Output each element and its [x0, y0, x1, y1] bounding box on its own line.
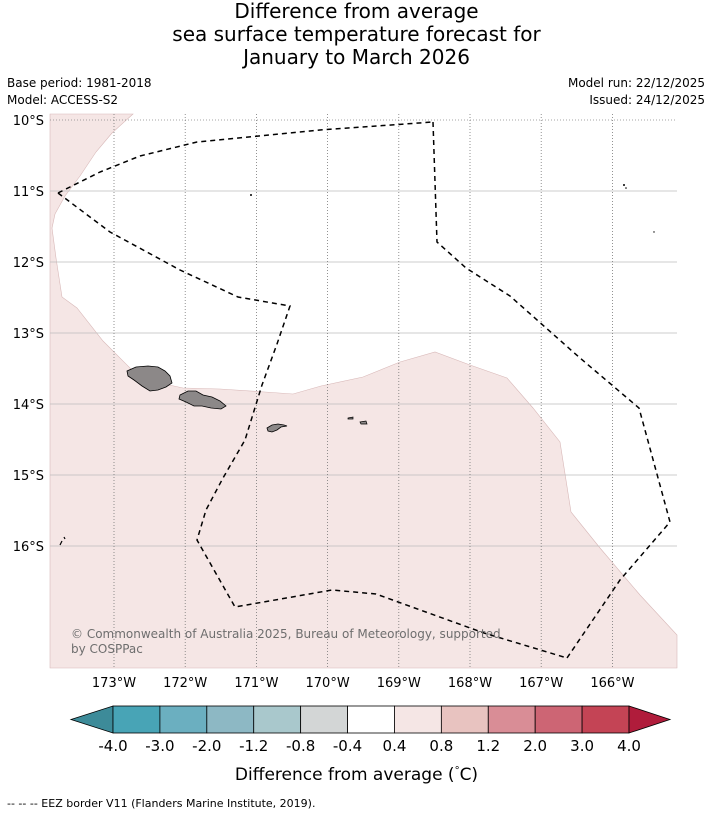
meta-left: Base period: 1981-2018 Model: ACCESS-S2 [7, 75, 152, 109]
colorbar-segment [440, 705, 489, 734]
colorbar-tick-label: 3.0 [570, 737, 595, 755]
anomaly-region-0-4-to-0-8 [49, 113, 678, 669]
model-run: Model run: 22/12/2025 [567, 76, 705, 90]
longitude-tick-label: 169°W [377, 676, 421, 691]
islet-ne-a [623, 184, 625, 186]
islet-e [653, 231, 655, 233]
tau-islet [359, 420, 368, 425]
colorbar-tick-label: -0.4 [332, 737, 363, 755]
colorbar-segment [534, 705, 583, 734]
colorbar [69, 705, 672, 734]
colorbar-tick-labels: -4.0 -3.0 -2.0 -1.2 -0.8 -0.4 0.4 0.8 1.2 2.0 3.0 4… [0, 737, 713, 757]
colorbar-tick-label: 1.2 [476, 737, 501, 755]
latitude-tick-label: 16°S [13, 540, 44, 555]
latitude-tick-label: 15°S [13, 469, 44, 484]
colorbar-extend-high [628, 705, 672, 734]
latitude-tick-label: 14°S [13, 398, 44, 413]
longitude-tick-label: 173°W [92, 676, 136, 691]
colorbar-tick-label: 0.8 [429, 737, 454, 755]
colorbar-tick-label: -0.8 [285, 737, 316, 755]
title-line-3: January to March 2026 [243, 45, 470, 69]
swains-islet [250, 194, 252, 196]
islet-sw [59, 536, 66, 546]
longitude-tick-label: 172°W [163, 676, 207, 691]
base-period: Base period: 1981-2018 [7, 76, 152, 90]
colorbar-segment [347, 705, 395, 734]
longitude-tick-label: 167°W [519, 676, 563, 691]
islet-ne-b [625, 187, 627, 189]
longitude-tick-label: 170°W [306, 676, 350, 691]
issued-date: Issued: 24/12/2025 [589, 93, 705, 107]
savaii-island [126, 365, 173, 392]
colorbar-title: Difference from average (°C) [0, 765, 713, 785]
colorbar-segment [487, 705, 536, 734]
colorbar-segment [394, 705, 442, 734]
degree-symbol: ° [454, 765, 460, 777]
model-name: Model: ACCESS-S2 [7, 93, 119, 107]
colorbar-tick-label: 2.0 [523, 737, 548, 755]
latitude-tick-label: 11°S [13, 185, 44, 200]
latitude-tick-label: 10°S [13, 114, 44, 129]
colorbar-title-unit: C) [459, 765, 479, 785]
title-line-1: Difference from average [234, 0, 479, 23]
graticule [50, 114, 677, 668]
title-line-2: sea surface temperature forecast for [172, 22, 541, 46]
latitude-tick-label: 12°S [13, 256, 44, 271]
meta-right: Model run: 22/12/2025 Issued: 24/12/2025 [568, 75, 705, 109]
colorbar-tick-label: -4.0 [98, 737, 128, 755]
copyright-line-2: by COSPPac [71, 642, 143, 656]
copyright-line-1: © Commonwealth of Australia 2025, Bureau… [71, 627, 501, 641]
map-title: Difference from average sea surface temp… [0, 0, 713, 69]
colorbar-segment [300, 705, 348, 734]
colorbar-tick-label: 0.4 [382, 737, 407, 755]
eez-border-american-samoa-west [57, 192, 568, 659]
longitude-tick-label: 171°W [234, 676, 278, 691]
colorbar-tick-label: 4.0 [617, 737, 641, 755]
colorbar-tick-label: -3.0 [145, 737, 175, 755]
longitude-tick-label: 168°W [448, 676, 492, 691]
colorbar-tick-label: -2.0 [192, 737, 222, 755]
colorbar-segment [581, 705, 630, 734]
eez-footnote: -- -- -- EEZ border V11 (Flanders Marine… [7, 797, 316, 810]
eez-border-samoa [57, 121, 434, 194]
eez-border-american-samoa-east [432, 121, 671, 659]
colorbar-title-text: Difference from average ( [234, 765, 455, 785]
tutuila-island [266, 423, 288, 433]
latitude-tick-label: 13°S [13, 327, 44, 342]
ofu-olosega-islet [347, 416, 354, 420]
copyright-notice: © Commonwealth of Australia 2025, Bureau… [71, 627, 501, 657]
map-panel: 10°S11°S12°S13°S14°S15°S16°S 173°W 172°W 1… [13, 113, 678, 691]
colorbar-segment [253, 705, 302, 734]
upolu-island [178, 390, 227, 410]
longitude-tick-label: 166°W [590, 676, 634, 691]
colorbar-segment [159, 705, 208, 734]
colorbar-extend-low [69, 705, 114, 734]
latitude-axis: 10°S 11°S 12°S 13°S 14°S 15°S 16°S [13, 114, 44, 555]
colorbar-tick-label: -1.2 [239, 737, 269, 755]
colorbar-segment [112, 705, 161, 734]
longitude-axis: 173°W 172°W 171°W 170°W 169°W 168°W 167°W 166°W [92, 676, 635, 691]
colorbar-segment [206, 705, 255, 734]
